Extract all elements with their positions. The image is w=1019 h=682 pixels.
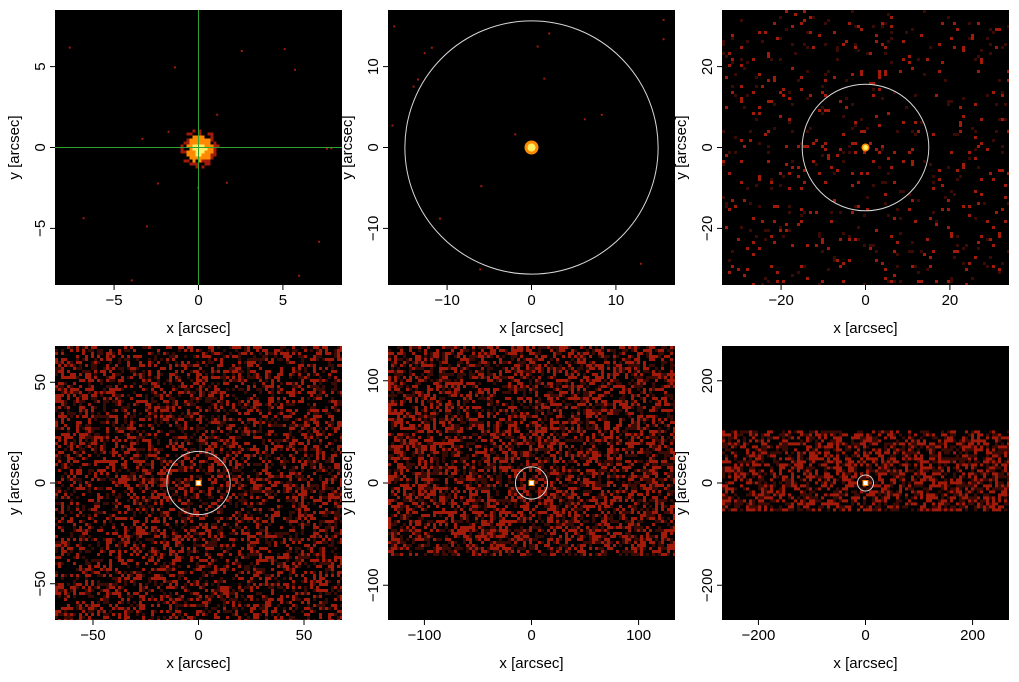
background-noise — [55, 346, 342, 620]
background-noise — [722, 430, 1009, 512]
y-tick-label: 0 — [32, 143, 49, 151]
y-tick-label: 0 — [365, 479, 382, 487]
background-noise — [388, 346, 675, 556]
x-axis-label: x [arcsec] — [833, 655, 897, 672]
panel-5: −100 0 100 −100 0 100 x [arcsec] y [arcsec] — [339, 346, 675, 672]
x-tick-label: −5 — [106, 292, 123, 309]
source-core — [529, 481, 534, 485]
x-axis-label: x [arcsec] — [499, 655, 563, 672]
y-tick-label: −5 — [32, 220, 49, 237]
x-tick-label: −10 — [434, 292, 459, 309]
x-tick-label: 0 — [527, 627, 535, 644]
y-tick-label: 0 — [32, 479, 49, 487]
x-tick-label: 10 — [608, 292, 625, 309]
extraction-circle — [856, 474, 875, 492]
y-tick-label: 5 — [32, 62, 49, 70]
source-core — [863, 145, 868, 150]
x-axis-label: x [arcsec] — [833, 320, 897, 337]
y-tick-label: 20 — [699, 58, 716, 75]
background-noise-dim — [722, 430, 1009, 512]
source-core — [863, 481, 868, 485]
panel-4: −50 0 50 −50 0 50 x [arcsec] y [arcsec] — [6, 346, 342, 672]
extraction-circle — [166, 450, 231, 516]
y-tick-label: 0 — [699, 479, 716, 487]
x-tick-label: −20 — [768, 292, 793, 309]
x-tick-label: 5 — [279, 292, 287, 309]
y-tick-label: −50 — [32, 571, 49, 596]
panel-2: −10 0 10 −10 0 10 x [arcsec] y [arcsec] — [339, 10, 675, 337]
y-axis-label: y [arcsec] — [6, 115, 23, 179]
x-tick-label: 0 — [527, 292, 535, 309]
x-tick-label: 0 — [861, 627, 869, 644]
y-tick-label: 0 — [699, 143, 716, 151]
y-tick-label: 0 — [365, 143, 382, 151]
x-tick-label: 100 — [626, 627, 651, 644]
y-axis-label: y [arcsec] — [6, 451, 23, 515]
x-axis-label: x [arcsec] — [166, 655, 230, 672]
y-tick-label: −10 — [365, 216, 382, 241]
extraction-circle — [514, 466, 549, 500]
panel-6: −200 0 200 −200 0 200 x [arcsec] y [arcsec] — [673, 346, 1009, 672]
y-axis-label: y [arcsec] — [339, 451, 356, 515]
y-tick-label: 100 — [365, 368, 382, 393]
y-tick-label: −100 — [365, 568, 382, 602]
panel-1: −5 0 5 −5 0 5 x [arcsec] y [arcsec] — [6, 10, 342, 337]
x-tick-label: 20 — [942, 292, 959, 309]
panel-3: −20 0 20 −20 0 20 x [arcsec] y [arcsec] — [673, 10, 1009, 337]
source-core — [196, 481, 201, 485]
y-axis-label: y [arcsec] — [673, 115, 690, 179]
x-axis-label: x [arcsec] — [499, 320, 563, 337]
y-tick-label: −200 — [699, 568, 716, 602]
extraction-circle — [801, 83, 930, 212]
x-axis-label: x [arcsec] — [166, 320, 230, 337]
y-tick-label: −20 — [699, 216, 716, 241]
x-tick-label: −100 — [408, 627, 442, 644]
x-tick-label: 0 — [194, 292, 202, 309]
y-tick-label: 10 — [365, 58, 382, 75]
extraction-circle — [404, 20, 659, 275]
x-tick-label: −200 — [742, 627, 776, 644]
x-tick-label: 200 — [960, 627, 985, 644]
y-axis-label: y [arcsec] — [673, 451, 690, 515]
y-axis-label: y [arcsec] — [339, 115, 356, 179]
x-tick-label: 0 — [194, 627, 202, 644]
x-tick-label: 0 — [861, 292, 869, 309]
background-noise-dim — [55, 346, 342, 620]
y-tick-label: 200 — [699, 368, 716, 393]
y-tick-label: 50 — [32, 374, 49, 391]
x-tick-label: −50 — [80, 627, 105, 644]
source-wing — [186, 135, 214, 163]
source-core — [527, 143, 536, 152]
x-tick-label: 50 — [296, 627, 313, 644]
